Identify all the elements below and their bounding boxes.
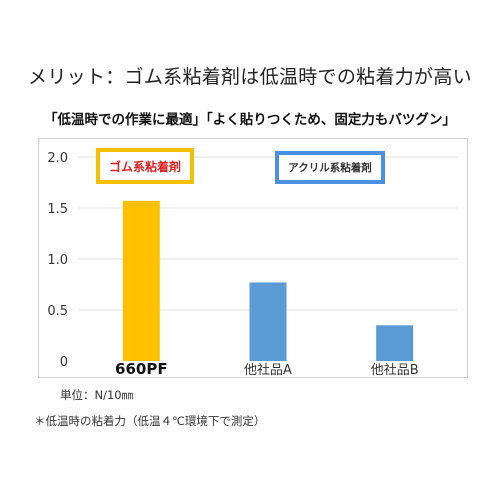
- y-tick-label: 2.0: [47, 151, 68, 166]
- y-tick-label: 1.0: [47, 253, 68, 268]
- footnote: ＊低温時の粘着力（低温４℃環境下で測定）: [34, 414, 266, 428]
- bar-1: [249, 282, 287, 361]
- y-tick-label: 0.5: [47, 304, 68, 319]
- tick-layer: 0 0.5 1.0 1.5 2.0: [47, 151, 68, 370]
- bar-layer: [122, 200, 414, 361]
- page-title: メリット：ゴム系粘着剤は低温時での粘着力が高い: [28, 66, 472, 88]
- category-label: 他社品A: [244, 362, 292, 378]
- category-label: 660PF: [115, 360, 168, 378]
- bar-0: [122, 200, 160, 361]
- unit-note: 単位：N/10㎜: [60, 388, 134, 402]
- legend-rubber-adhesive: ゴム系粘着剤: [96, 148, 194, 184]
- y-tick-label: 0: [60, 355, 68, 370]
- bar-2: [376, 325, 414, 361]
- legend-acrylic-adhesive: アクリル系粘着剤: [275, 151, 385, 184]
- y-tick-label: 1.5: [47, 202, 68, 217]
- category-layer: 660PF 他社品A 他社品B: [115, 360, 419, 378]
- category-label: 他社品B: [371, 362, 419, 378]
- page-subtitle: 「低温時での作業に最適」「よく貼りつくため、固定力もバツグン」: [44, 112, 456, 128]
- chart-frame: [38, 138, 468, 378]
